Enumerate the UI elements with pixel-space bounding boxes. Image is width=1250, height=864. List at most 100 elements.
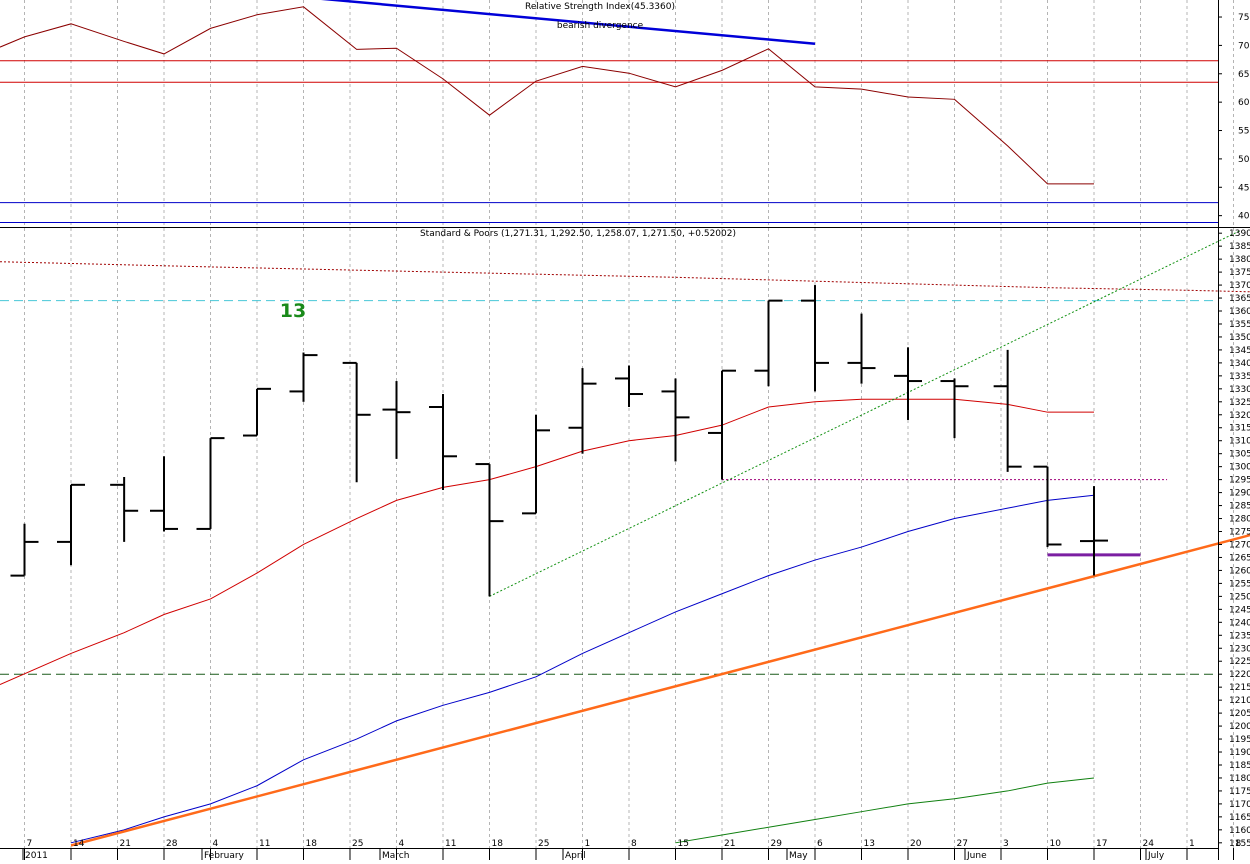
date-tick-label: 15 xyxy=(678,839,689,849)
ohlc-bar xyxy=(801,285,829,392)
month-label: May xyxy=(789,851,808,860)
bearish-divergence-annotation: bearish divergence xyxy=(557,21,644,31)
price-tick-label: 1160 xyxy=(1229,826,1250,836)
price-title: Standard & Poors (1,271.31, 1,292.50, 1,… xyxy=(420,229,736,239)
price-tick-label: 1220 xyxy=(1229,670,1250,680)
trendline xyxy=(489,230,1241,597)
price-tick-label: 1165 xyxy=(1229,813,1250,823)
ohlc-bar xyxy=(110,477,139,542)
price-tick-label: 1385 xyxy=(1229,242,1250,252)
rsi-tick-label: 50 xyxy=(1238,155,1250,165)
date-tick-label: 20 xyxy=(910,839,922,849)
month-label: March xyxy=(382,851,409,860)
ohlc-bar xyxy=(754,299,783,387)
price-tick-label: 1210 xyxy=(1229,696,1250,706)
price-tick-label: 1325 xyxy=(1229,398,1250,408)
price-tick-label: 1250 xyxy=(1229,592,1250,602)
price-tick-label: 1375 xyxy=(1229,268,1250,278)
rsi-tick-label: 60 xyxy=(1238,98,1250,108)
ohlc-bar xyxy=(196,437,225,530)
price-tick-label: 1355 xyxy=(1229,320,1250,330)
ohlc-bar xyxy=(342,361,371,483)
ohlc-bar xyxy=(615,365,643,407)
price-tick-label: 1390 xyxy=(1229,229,1250,239)
month-label: 2011 xyxy=(25,851,48,860)
trendline xyxy=(70,533,1250,847)
rsi-tick-label: 40 xyxy=(1238,212,1250,222)
date-tick-label: 8 xyxy=(1236,839,1242,849)
price-tick-label: 1295 xyxy=(1229,476,1250,486)
price-tick-label: 1275 xyxy=(1229,528,1250,538)
date-tick-label: 25 xyxy=(538,839,549,849)
ohlc-bar xyxy=(708,369,736,480)
price-tick-label: 1205 xyxy=(1229,709,1250,719)
ohlc-bar xyxy=(568,368,597,454)
price-tick-label: 1305 xyxy=(1229,450,1250,460)
price-panel xyxy=(0,230,1250,847)
ohlc-bar xyxy=(150,456,178,532)
date-tick-label: 10 xyxy=(1050,839,1062,849)
date-tick-label: 13 xyxy=(864,839,875,849)
date-tick-label: 18 xyxy=(306,839,318,849)
date-tick-label: 24 xyxy=(1143,839,1155,849)
price-tick-label: 1175 xyxy=(1229,787,1250,797)
price-tick-label: 1185 xyxy=(1229,761,1250,771)
date-tick-label: 18 xyxy=(492,839,504,849)
rsi-line xyxy=(0,6,1094,185)
price-tick-label: 1155 xyxy=(1229,839,1250,849)
date-tick-label: 21 xyxy=(724,839,735,849)
price-tick-label: 1195 xyxy=(1229,735,1250,745)
ohlc-bar xyxy=(243,387,271,437)
grid-lines xyxy=(24,0,1234,848)
moving-average-line xyxy=(0,398,1094,686)
ohlc-bar xyxy=(289,352,318,402)
date-tick-label: 4 xyxy=(213,839,219,849)
price-tick-label: 1320 xyxy=(1229,411,1250,421)
price-tick-label: 1285 xyxy=(1229,502,1250,512)
price-tick-label: 1225 xyxy=(1229,657,1250,667)
price-tick-label: 1380 xyxy=(1229,255,1250,265)
ohlc-bar xyxy=(661,378,690,462)
price-tick-label: 1310 xyxy=(1229,437,1250,447)
price-tick-label: 1190 xyxy=(1229,748,1250,758)
price-tick-label: 1315 xyxy=(1229,424,1250,434)
ohlc-bar xyxy=(57,483,85,566)
month-label: April xyxy=(565,851,586,860)
price-tick-label: 1260 xyxy=(1229,566,1250,576)
price-tick-label: 1200 xyxy=(1229,722,1250,732)
price-tick-label: 1335 xyxy=(1229,372,1250,382)
price-tick-label: 1270 xyxy=(1229,540,1250,550)
date-tick-label: 28 xyxy=(166,839,178,849)
date-tick-label: 11 xyxy=(259,839,270,849)
ohlc-bar xyxy=(475,463,504,597)
date-tick-label: 6 xyxy=(817,839,823,849)
rsi-tick-label: 70 xyxy=(1238,41,1250,51)
ohlc-bar xyxy=(382,381,411,459)
price-tick-label: 1240 xyxy=(1229,618,1250,628)
divergence-trendline xyxy=(320,0,816,45)
date-tick-label: 1 xyxy=(1189,839,1195,849)
date-tick-label: 11 xyxy=(445,839,456,849)
date-tick-label: 7 xyxy=(27,839,33,849)
price-tick-label: 1370 xyxy=(1229,281,1250,291)
ohlc-bar xyxy=(10,523,39,577)
price-tick-label: 1230 xyxy=(1229,644,1250,654)
price-tick-label: 1345 xyxy=(1229,346,1250,356)
date-tick-label: 21 xyxy=(120,839,131,849)
rsi-tick-label: 75 xyxy=(1238,13,1249,23)
ohlc-bar xyxy=(1033,465,1062,548)
moving-average-line xyxy=(70,494,1095,844)
date-tick-label: 1 xyxy=(585,839,591,849)
rsi-tick-label: 65 xyxy=(1238,70,1249,80)
date-tick-label: 25 xyxy=(352,839,363,849)
ohlc-bar xyxy=(894,347,922,420)
date-tick-label: 17 xyxy=(1096,839,1107,849)
price-tick-label: 1365 xyxy=(1229,294,1250,304)
price-tick-label: 1215 xyxy=(1229,683,1250,693)
price-tick-label: 1330 xyxy=(1229,385,1250,395)
ohlc-bar xyxy=(847,313,876,384)
count-13-annotation: 13 xyxy=(280,300,306,322)
price-tick-label: 1180 xyxy=(1229,774,1250,784)
